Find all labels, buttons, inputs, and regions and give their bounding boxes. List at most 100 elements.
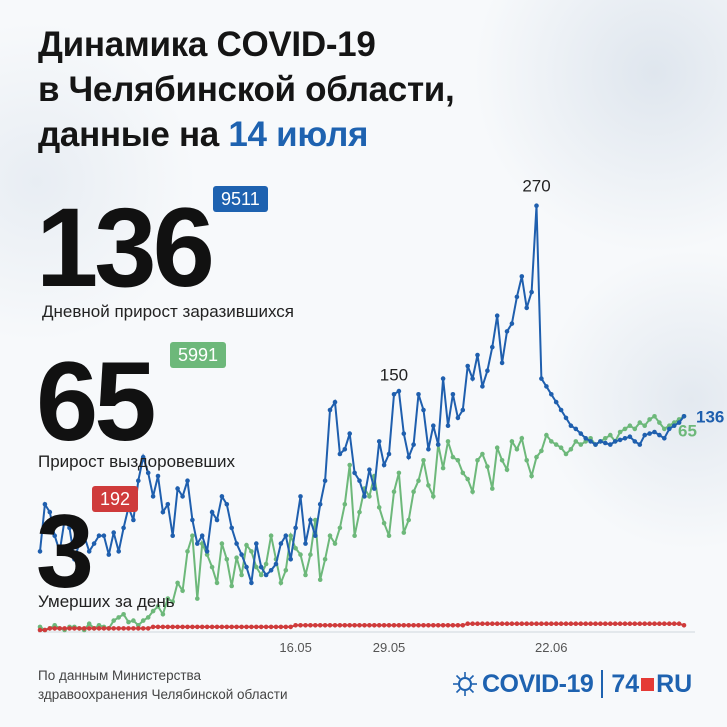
deaths-point: [126, 626, 131, 631]
recovered-point: [381, 520, 387, 526]
infected-point: [662, 436, 667, 441]
deaths-point: [332, 623, 338, 628]
recovered-point: [662, 426, 667, 432]
recovered-point: [303, 572, 308, 578]
deaths-point: [381, 623, 387, 628]
logo: COVID-19 74 RU: [452, 666, 692, 702]
deaths-point: [470, 621, 475, 626]
deaths-point: [534, 621, 539, 626]
deaths-point: [337, 623, 343, 628]
deaths-point: [529, 621, 534, 626]
deaths-point: [150, 624, 156, 630]
recovered-point: [475, 458, 480, 463]
recovered-point: [352, 533, 357, 538]
recovered-point: [180, 588, 185, 593]
recovered-point: [416, 478, 421, 484]
recovered-point: [298, 552, 303, 557]
infected-point: [563, 415, 569, 421]
infected-point: [77, 541, 82, 546]
recovered-point: [573, 439, 579, 444]
title-line-3-prefix: данные на: [38, 115, 229, 154]
recovered-point: [337, 525, 343, 531]
deaths-point: [608, 621, 613, 626]
infected-point: [288, 557, 294, 562]
deaths-point: [386, 623, 392, 628]
virus-icon: [453, 672, 477, 696]
deaths-point: [190, 624, 195, 630]
infected-point: [411, 442, 416, 447]
deaths-point: [401, 623, 407, 628]
deaths-point: [327, 623, 333, 628]
deaths-point: [81, 626, 87, 631]
infected-point: [406, 454, 412, 460]
recovered-point: [249, 549, 254, 554]
deaths-point: [524, 621, 529, 626]
deaths-point: [431, 623, 436, 628]
recovered-point: [460, 470, 466, 476]
infected-point: [470, 376, 475, 381]
page-title: Динамика COVID-19 в Челябинской области,…: [38, 22, 455, 157]
infected-point: [195, 541, 200, 546]
infected-point: [278, 541, 284, 546]
deaths-point: [376, 623, 382, 628]
deaths-point: [342, 623, 348, 628]
infected-point: [342, 447, 348, 452]
recovered-point: [219, 541, 225, 546]
infected-point: [573, 426, 579, 432]
infected-point: [627, 434, 633, 440]
recovered-point: [190, 533, 195, 538]
infected-point: [283, 533, 289, 538]
recovered-point: [519, 436, 525, 441]
infected-point: [416, 392, 421, 397]
recovered-point: [165, 596, 171, 601]
deaths-point: [671, 621, 677, 626]
recovered-point: [445, 439, 451, 444]
recovered-point: [450, 454, 456, 460]
recovered-point: [327, 533, 333, 538]
recovered-point: [313, 517, 318, 523]
data-label: 150: [380, 365, 408, 384]
infected-point: [175, 486, 180, 491]
deaths-point: [396, 623, 402, 628]
infected-point: [293, 525, 298, 531]
recovered-point: [480, 451, 485, 457]
infected-point: [160, 509, 166, 515]
recovered-point: [234, 555, 239, 560]
recovered-point: [111, 618, 116, 623]
infected-point: [391, 392, 397, 397]
deaths-point: [160, 624, 166, 630]
deaths-point: [253, 624, 259, 630]
infected-point: [509, 321, 515, 326]
infected-point: [534, 203, 539, 208]
recovered-point: [322, 557, 328, 562]
recovered-point: [622, 426, 628, 432]
deaths-point: [263, 624, 269, 630]
infected-point: [317, 502, 323, 507]
recovered-point: [185, 549, 190, 554]
x-tick-label: 22.06: [535, 640, 568, 655]
deaths-point: [549, 621, 554, 626]
infected-point: [435, 442, 441, 447]
deaths-point: [96, 626, 102, 631]
deaths-point: [67, 626, 72, 631]
recovered-point: [239, 572, 244, 578]
recovered-point: [642, 423, 647, 429]
infected-point: [263, 572, 269, 578]
deaths-point: [499, 621, 505, 626]
recovered-point: [539, 448, 544, 454]
infected-point: [568, 423, 574, 429]
deaths-point: [593, 621, 598, 626]
deaths-point: [406, 623, 412, 628]
deaths-point: [372, 623, 377, 628]
title-date: 14 июля: [228, 115, 369, 154]
infected-point: [539, 376, 544, 381]
infected-point: [598, 439, 603, 444]
infected-point: [52, 533, 57, 538]
infected-point: [190, 517, 195, 523]
infected-point: [475, 352, 480, 358]
deaths-point: [583, 621, 588, 626]
recovered-point: [145, 615, 151, 620]
data-label: 65: [678, 421, 697, 440]
deaths-point: [676, 621, 682, 626]
